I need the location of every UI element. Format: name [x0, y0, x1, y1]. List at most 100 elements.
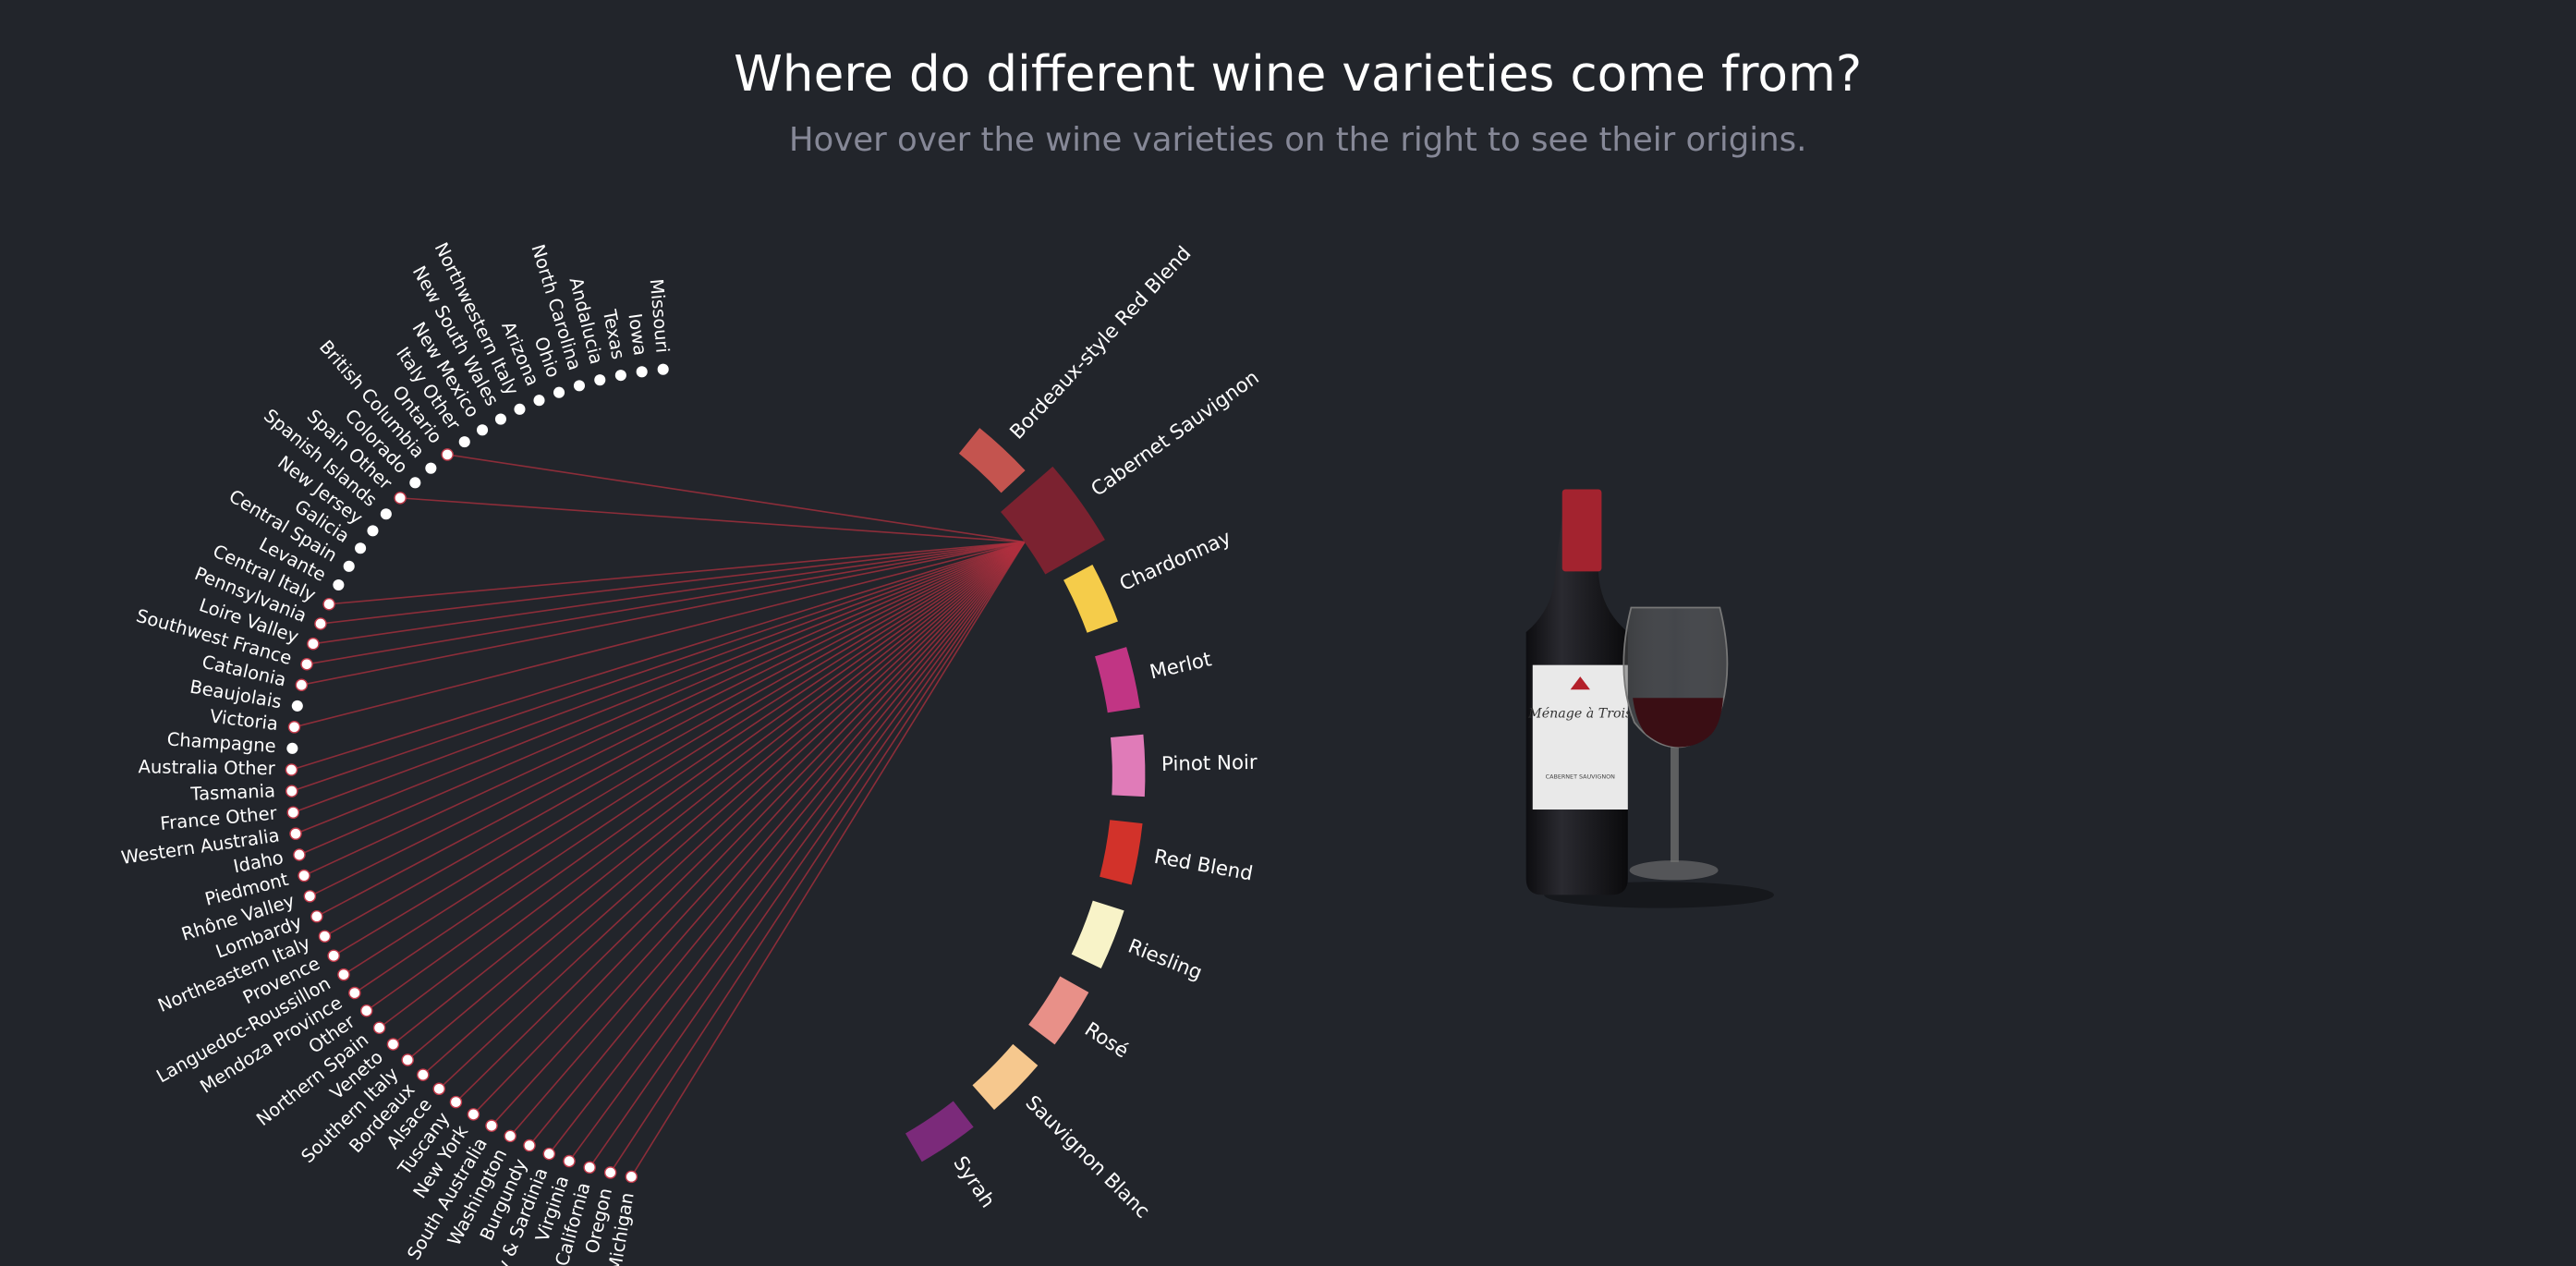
link: [529, 542, 1026, 1147]
bottle-brand: Ménage à Trois: [1527, 707, 1632, 722]
region-dot: [355, 542, 367, 554]
link: [291, 541, 1026, 771]
link: [316, 541, 1026, 918]
region-dot: [337, 968, 350, 981]
link: [343, 541, 1026, 976]
variety-label[interactable]: Bordeaux-style Red Blend: [1005, 242, 1196, 444]
region-dot: [291, 700, 303, 712]
region-dot: [467, 1108, 480, 1121]
link: [329, 541, 1025, 605]
link: [438, 542, 1026, 1089]
variety-label[interactable]: Merlot: [1148, 648, 1213, 684]
logo: [1570, 676, 1590, 690]
region-dot: [286, 742, 298, 754]
variety-label[interactable]: Pinot Noir: [1161, 751, 1258, 776]
region-dot: [287, 721, 301, 734]
variety-label[interactable]: Red Blend: [1152, 846, 1255, 886]
region-dot: [310, 909, 323, 923]
link: [407, 541, 1026, 1061]
link: [447, 454, 1025, 543]
region-dot: [542, 1147, 556, 1161]
variety-label[interactable]: Rosé: [1080, 1018, 1132, 1064]
region-dot: [380, 508, 392, 520]
variety-label[interactable]: Sauvignon Blanc: [1021, 1091, 1154, 1223]
glass-stem: [1671, 747, 1679, 862]
variety-segment[interactable]: [905, 1101, 974, 1163]
region-dot: [372, 1021, 386, 1035]
region-dot: [295, 678, 309, 691]
link: [509, 542, 1026, 1137]
variety-segment[interactable]: [1001, 466, 1105, 575]
region-dot: [514, 403, 526, 415]
link: [306, 541, 1025, 665]
region-dot: [417, 1068, 430, 1081]
region-dot: [394, 492, 407, 505]
variety-label[interactable]: Syrah: [948, 1152, 999, 1212]
variety-segment[interactable]: [1100, 820, 1143, 885]
region-dot: [449, 1095, 463, 1109]
region-dot: [523, 1138, 536, 1152]
region-dot: [314, 617, 327, 630]
region-dot: [343, 560, 355, 572]
region-dot: [563, 1154, 576, 1168]
region-dot: [303, 890, 317, 903]
link: [589, 542, 1026, 1168]
link: [455, 542, 1026, 1103]
variety-label[interactable]: Chardonnay: [1116, 526, 1234, 596]
region-dot: [657, 363, 669, 375]
region-dot: [289, 827, 302, 840]
region-dot: [293, 848, 306, 861]
link: [366, 541, 1026, 1012]
region-label: Missouri: [646, 278, 674, 354]
link: [354, 541, 1026, 994]
region-dot: [359, 1004, 373, 1017]
link: [422, 541, 1026, 1076]
region-dot: [476, 424, 489, 436]
region-dot: [603, 1166, 617, 1179]
variety-segment[interactable]: [1028, 976, 1089, 1045]
region-dot: [573, 380, 586, 392]
region-dot: [348, 986, 361, 1000]
link: [291, 541, 1026, 792]
variety-label[interactable]: Riesling: [1124, 935, 1205, 985]
link: [379, 541, 1026, 1029]
wine-image: Ménage à Trois CABERNET SAUVIGNON: [1525, 489, 1774, 908]
variety-segment[interactable]: [1071, 900, 1124, 969]
link: [303, 541, 1026, 877]
region-dot: [285, 763, 298, 776]
variety-segment[interactable]: [972, 1043, 1039, 1110]
region-dot: [333, 578, 345, 591]
region-dot: [625, 1170, 638, 1184]
region-dot: [504, 1129, 516, 1143]
region-dot: [614, 370, 626, 382]
variety-segment[interactable]: [1095, 647, 1140, 713]
link: [491, 542, 1026, 1126]
capsule: [1561, 489, 1602, 572]
link: [295, 541, 1026, 834]
region-label: Iowa: [624, 312, 650, 357]
region-dot: [307, 637, 320, 651]
region-dot: [298, 869, 310, 883]
bottle-variety: CABERNET SAUVIGNON: [1546, 773, 1616, 780]
variety-label[interactable]: Cabernet Sauvignon: [1087, 366, 1263, 501]
variety-segment[interactable]: [1111, 734, 1146, 797]
link: [630, 542, 1026, 1177]
link: [400, 497, 1025, 543]
region-dot: [386, 1038, 400, 1051]
subtitle: Hover over the wine varieties on the rig…: [789, 121, 1807, 159]
region-dot: [583, 1161, 596, 1175]
link: [609, 542, 1026, 1174]
region-dot: [327, 949, 340, 962]
region-dot: [425, 462, 437, 474]
link: [293, 541, 1026, 813]
link: [312, 541, 1025, 645]
variety-segment[interactable]: [1063, 564, 1118, 633]
link: [298, 541, 1026, 856]
link: [333, 541, 1026, 956]
region-dot: [485, 1119, 498, 1132]
variety-segment[interactable]: [958, 428, 1026, 493]
link: [320, 541, 1025, 625]
